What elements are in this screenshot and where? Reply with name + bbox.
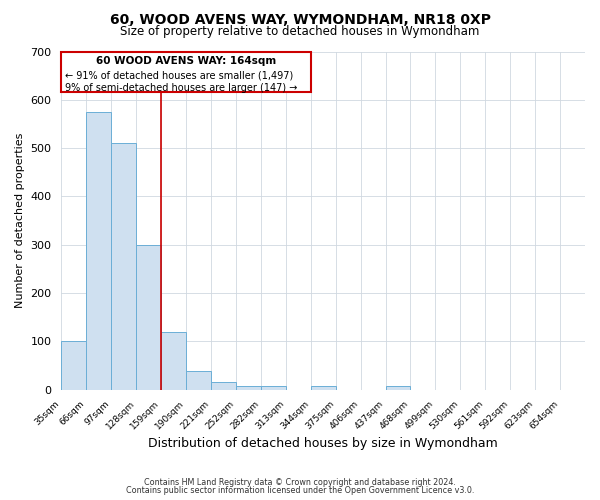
Text: ← 91% of detached houses are smaller (1,497): ← 91% of detached houses are smaller (1,… <box>65 71 293 81</box>
Bar <box>186 372 211 390</box>
Bar <box>236 386 261 390</box>
Bar <box>161 332 186 390</box>
Bar <box>136 244 161 390</box>
Text: Size of property relative to detached houses in Wymondham: Size of property relative to detached ho… <box>121 25 479 38</box>
Bar <box>111 144 136 390</box>
Bar <box>211 382 236 390</box>
Bar <box>61 342 86 390</box>
Text: 9% of semi-detached houses are larger (147) →: 9% of semi-detached houses are larger (1… <box>65 82 298 92</box>
X-axis label: Distribution of detached houses by size in Wymondham: Distribution of detached houses by size … <box>148 437 498 450</box>
Text: Contains public sector information licensed under the Open Government Licence v3: Contains public sector information licen… <box>126 486 474 495</box>
Text: Contains HM Land Registry data © Crown copyright and database right 2024.: Contains HM Land Registry data © Crown c… <box>144 478 456 487</box>
Bar <box>261 386 286 390</box>
Bar <box>311 386 335 390</box>
Bar <box>386 386 410 390</box>
Text: 60 WOOD AVENS WAY: 164sqm: 60 WOOD AVENS WAY: 164sqm <box>96 56 276 66</box>
Bar <box>86 112 111 390</box>
FancyBboxPatch shape <box>61 52 311 92</box>
Text: 60, WOOD AVENS WAY, WYMONDHAM, NR18 0XP: 60, WOOD AVENS WAY, WYMONDHAM, NR18 0XP <box>110 12 491 26</box>
Y-axis label: Number of detached properties: Number of detached properties <box>15 133 25 308</box>
